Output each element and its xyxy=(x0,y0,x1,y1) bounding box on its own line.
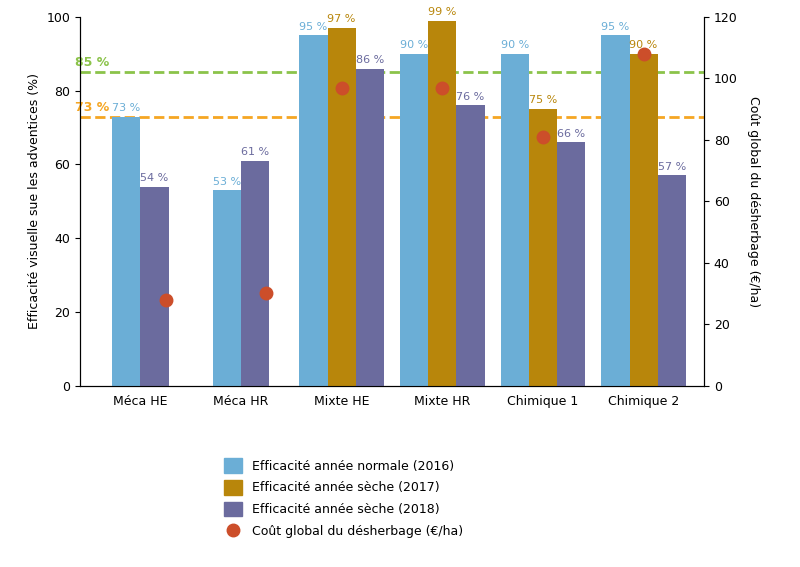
Bar xyxy=(457,105,485,386)
Bar xyxy=(529,109,557,386)
Text: 53 %: 53 % xyxy=(213,176,241,187)
Bar xyxy=(112,117,140,386)
Text: 95 %: 95 % xyxy=(602,22,630,32)
Bar xyxy=(602,35,630,386)
Text: 97 %: 97 % xyxy=(327,14,356,24)
Text: 73 %: 73 % xyxy=(112,103,141,113)
Text: 73 %: 73 % xyxy=(75,100,110,113)
Text: 90 %: 90 % xyxy=(501,40,529,50)
Text: 95 %: 95 % xyxy=(299,22,328,32)
Bar xyxy=(299,35,327,386)
Text: 54 %: 54 % xyxy=(140,173,169,183)
Bar xyxy=(658,176,686,386)
Bar xyxy=(241,161,270,386)
Bar xyxy=(630,54,658,386)
Text: 99 %: 99 % xyxy=(428,7,457,17)
Text: 85 %: 85 % xyxy=(75,56,110,69)
Y-axis label: Efficacité visuelle sue les adventices (%): Efficacité visuelle sue les adventices (… xyxy=(28,73,41,329)
Legend: Efficacité année normale (2016), Efficacité année sèche (2017), Efficacité année: Efficacité année normale (2016), Efficac… xyxy=(223,458,463,539)
Text: 57 %: 57 % xyxy=(658,162,686,172)
Bar xyxy=(140,187,169,386)
Text: 90 %: 90 % xyxy=(400,40,428,50)
Text: 76 %: 76 % xyxy=(456,92,485,102)
Bar xyxy=(400,54,428,386)
Text: 86 %: 86 % xyxy=(356,55,384,65)
Text: 90 %: 90 % xyxy=(630,40,658,50)
Bar xyxy=(356,69,384,386)
Bar xyxy=(327,28,356,386)
Bar xyxy=(428,21,457,386)
Bar xyxy=(557,142,586,386)
Y-axis label: Coût global du désherbage (€/ha): Coût global du désherbage (€/ha) xyxy=(747,96,760,307)
Text: 75 %: 75 % xyxy=(529,95,557,105)
Bar xyxy=(501,54,529,386)
Text: 61 %: 61 % xyxy=(241,147,269,157)
Text: 66 %: 66 % xyxy=(557,129,586,138)
Bar xyxy=(213,191,241,386)
